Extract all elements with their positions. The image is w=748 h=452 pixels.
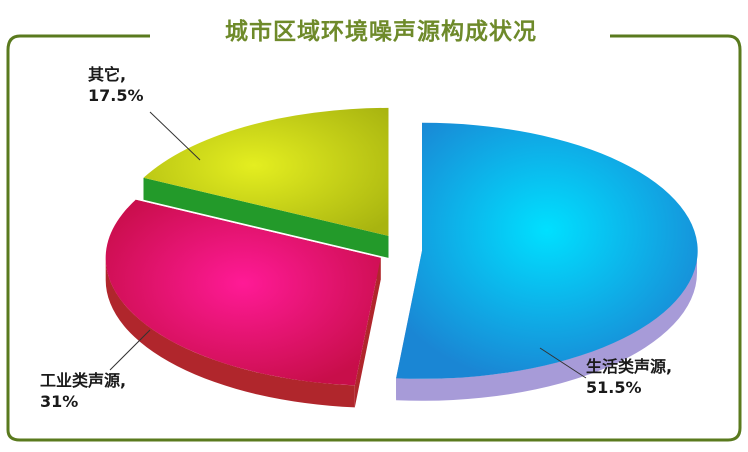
leader-line-life: [539, 347, 587, 379]
leader-line-other: [149, 111, 201, 161]
slice-cutface-other: [143, 177, 389, 258]
slice-name-other: 其它,: [88, 65, 127, 84]
slice-name-life: 生活类声源,: [586, 357, 673, 376]
slice-name-industry: 工业类声源,: [40, 371, 127, 390]
slice-other: [143, 107, 389, 236]
slice-label-other: 其它, 17.5%: [88, 64, 144, 106]
slice-label-life: 生活类声源, 51.5%: [586, 356, 672, 398]
slice-side-industry: [105, 257, 355, 408]
slice-life: [396, 122, 698, 379]
slice-industry: [105, 199, 381, 386]
slice-value-life: 51.5%: [586, 378, 642, 397]
slice-side-life: [396, 250, 697, 401]
slice-value-industry: 31%: [40, 392, 79, 411]
leader-line-industry: [109, 329, 151, 371]
slice-label-industry: 工业类声源, 31%: [40, 370, 126, 412]
chart-title: 城市区域环境噪声源构成状况: [166, 12, 596, 46]
slice-value-other: 17.5%: [88, 86, 144, 105]
slice-cutface-industry: [354, 257, 381, 408]
